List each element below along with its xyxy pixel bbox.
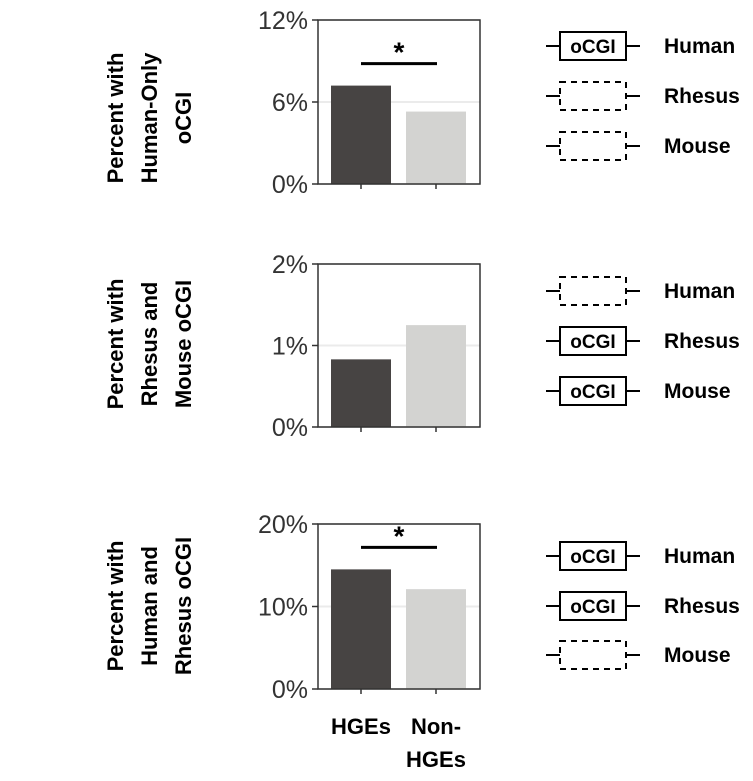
bar-hges: [331, 85, 391, 184]
species-diagram-human: Human: [546, 276, 735, 306]
y-tick-label: 0%: [272, 414, 308, 442]
species-label: Mouse: [664, 135, 731, 158]
species-diagram-rhesus: oCGI Rhesus: [546, 326, 740, 356]
ocgi-box-label: oCGI: [570, 547, 615, 568]
y-tick-label: 0%: [272, 171, 308, 199]
y-tick-label: 1%: [272, 333, 308, 361]
y-tick-label: 6%: [272, 89, 308, 117]
y-axis-label-line: Rhesus oCGI: [171, 537, 196, 675]
species-diagram-human: oCGI Human: [546, 31, 735, 61]
empty-box: [559, 276, 627, 306]
empty-box: [559, 81, 627, 111]
y-axis-label-line: Human-Only: [137, 52, 162, 184]
y-axis-label-line: Percent with: [103, 53, 128, 184]
chart-panel-1: Percent with Human-Only oCGI 0% 6% 12% * oCGI Hu…: [103, 7, 740, 199]
species-label: Human: [664, 545, 735, 568]
y-axis-label-line: Percent with: [103, 279, 128, 410]
x-tick-label: Non-: [411, 714, 461, 739]
y-tick-label: 10%: [258, 594, 308, 622]
bar-hges: [331, 569, 391, 689]
y-axis-label-line: Human and: [137, 546, 162, 666]
y-axis-label-line: Rhesus and: [137, 282, 162, 407]
y-axis-label-line: Percent with: [103, 541, 128, 672]
species-diagram-rhesus: oCGI Rhesus: [546, 591, 740, 621]
bar-hges: [331, 359, 391, 427]
empty-box: [559, 640, 627, 670]
bar-non-hges: [406, 111, 466, 184]
ocgi-box: [559, 326, 627, 356]
y-axis-label-line: oCGI: [171, 92, 196, 145]
chart-panel-2: Percent with Rhesus and Mouse oCGI 0% 1% 2% Hu…: [103, 251, 740, 442]
species-diagram-rhesus: Rhesus: [546, 81, 740, 111]
y-tick-label: 2%: [272, 251, 308, 279]
y-tick-label: 12%: [258, 7, 308, 35]
ocgi-box: [559, 31, 627, 61]
ocgi-box-label: oCGI: [570, 332, 615, 353]
empty-box: [559, 131, 627, 161]
x-tick-label: HGEs: [406, 747, 466, 772]
ocgi-box: [559, 591, 627, 621]
species-label: Rhesus: [664, 330, 740, 353]
ocgi-box: [559, 376, 627, 406]
y-axis-label-line: Mouse oCGI: [171, 280, 196, 408]
species-label: Mouse: [664, 644, 731, 667]
species-label: Rhesus: [664, 595, 740, 618]
x-tick-label: HGEs: [331, 714, 391, 739]
ocgi-box-label: oCGI: [570, 597, 615, 618]
species-diagram-mouse: Mouse: [546, 131, 731, 161]
ocgi-box: [559, 541, 627, 571]
chart-panel-3: Percent with Human and Rhesus oCGI 0% 10% 20%…: [103, 511, 740, 704]
species-label: Rhesus: [664, 85, 740, 108]
y-tick-label: 0%: [272, 676, 308, 704]
species-diagram-mouse: oCGI Mouse: [546, 376, 731, 406]
ocgi-box-label: oCGI: [570, 37, 615, 58]
bar-non-hges: [406, 589, 466, 689]
species-diagram-human: oCGI Human: [546, 541, 735, 571]
significance-marker: *: [394, 520, 405, 551]
y-tick-label: 20%: [258, 511, 308, 539]
bar-non-hges: [406, 325, 466, 427]
species-diagram-mouse: Mouse: [546, 640, 731, 670]
significance-marker: *: [394, 37, 405, 68]
species-label: Human: [664, 280, 735, 303]
species-label: Human: [664, 35, 735, 58]
species-label: Mouse: [664, 380, 731, 403]
ocgi-box-label: oCGI: [570, 382, 615, 403]
